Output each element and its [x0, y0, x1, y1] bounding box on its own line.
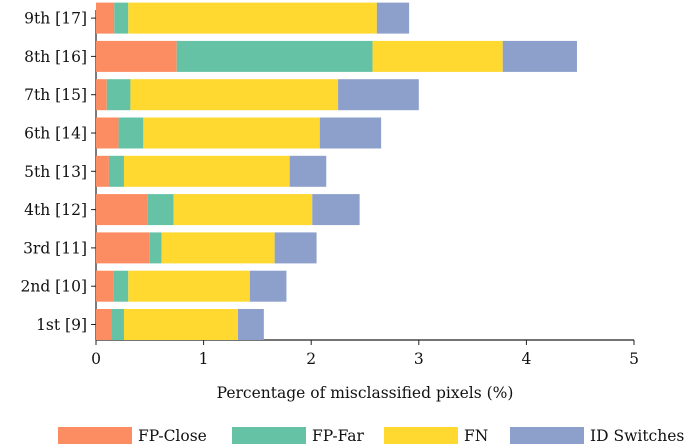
bar-segment-id-switches-1	[238, 309, 264, 340]
bar-segment-fn-4	[173, 194, 313, 226]
bar-segment-fp-close-3	[96, 232, 150, 264]
legend-label: FP-Far	[312, 427, 365, 445]
category-labels: 1st [9] 2nd [10] 3rd [11] 4th [12] 5th [13] 6…	[20, 10, 96, 334]
bar-segment-fp-far-5	[108, 155, 124, 187]
x-tick-label: 0	[91, 350, 101, 368]
bars	[96, 2, 577, 340]
x-tick-label: 3	[414, 350, 424, 368]
bar-segment-fn-2	[128, 270, 250, 302]
bar-segment-fn-8	[372, 40, 503, 72]
x-tick-label: 4	[521, 350, 531, 368]
legend-label: FP-Close	[138, 427, 207, 445]
bar-segment-fp-close-6	[96, 117, 119, 149]
bar-segment-fp-close-1	[96, 309, 112, 340]
category-label: 3rd [11]	[23, 239, 87, 257]
x-tick-label: 2	[306, 350, 316, 368]
category-label: 4th [12]	[24, 201, 87, 219]
bar-segment-fp-far-4	[147, 194, 174, 226]
bar-segment-fn-1	[123, 309, 239, 340]
bar-segment-fp-close-9	[96, 2, 115, 34]
bar-segment-id-switches-8	[502, 40, 577, 72]
category-label: 7th [15]	[24, 86, 87, 104]
category-label: 6th [14]	[24, 125, 87, 143]
bar-segment-id-switches-6	[319, 117, 382, 149]
bar-segment-fp-close-5	[96, 155, 109, 187]
x-tick-label: 1	[199, 350, 209, 368]
bar-segment-fp-far-8	[176, 40, 373, 72]
x-axis-title: Percentage of misclassified pixels (%)	[217, 384, 514, 402]
bar-segment-id-switches-4	[312, 194, 360, 226]
category-label: 9th [17]	[24, 10, 87, 28]
bar-segment-fn-7	[130, 79, 339, 111]
legend-label: ID Switches	[590, 427, 684, 445]
category-label: 5th [13]	[24, 163, 87, 181]
bar-segment-fp-far-6	[118, 117, 144, 149]
x-axis: 0 1 2 3 4 5	[91, 340, 639, 368]
bar-segment-id-switches-7	[338, 79, 419, 111]
bar-segment-fp-far-9	[114, 2, 129, 34]
bar-segment-fp-close-4	[96, 194, 148, 226]
bar-segment-id-switches-9	[376, 2, 410, 34]
bar-segment-fp-close-2	[96, 270, 114, 302]
bar-segment-fn-3	[161, 232, 275, 264]
bar-segment-fp-close-8	[96, 40, 177, 72]
legend: FP-Close FP-Far FN ID Switches	[58, 427, 684, 445]
bar-segment-fn-6	[143, 117, 320, 149]
legend-swatch-id-switches	[510, 427, 584, 444]
bar-segment-fp-close-7	[96, 79, 107, 111]
bar-segment-id-switches-5	[289, 155, 327, 187]
bar-segment-id-switches-2	[249, 270, 287, 302]
bar-segment-fn-9	[128, 2, 377, 34]
bar-segment-fp-far-2	[113, 270, 129, 302]
x-tick-label: 5	[629, 350, 639, 368]
bar-segment-fn-5	[123, 155, 290, 187]
bar-segment-fp-far-1	[111, 309, 124, 340]
legend-swatch-fn	[384, 427, 458, 444]
legend-swatch-fp-far	[232, 427, 306, 444]
legend-label: FN	[464, 427, 488, 445]
legend-swatch-fp-close	[58, 427, 132, 444]
category-label: 8th [16]	[24, 48, 87, 66]
bar-segment-fp-far-7	[106, 79, 131, 111]
category-label: 1st [9]	[36, 316, 87, 334]
bar-segment-id-switches-3	[274, 232, 317, 264]
bar-segment-fp-far-3	[149, 232, 162, 264]
category-label: 2nd [10]	[20, 278, 87, 296]
